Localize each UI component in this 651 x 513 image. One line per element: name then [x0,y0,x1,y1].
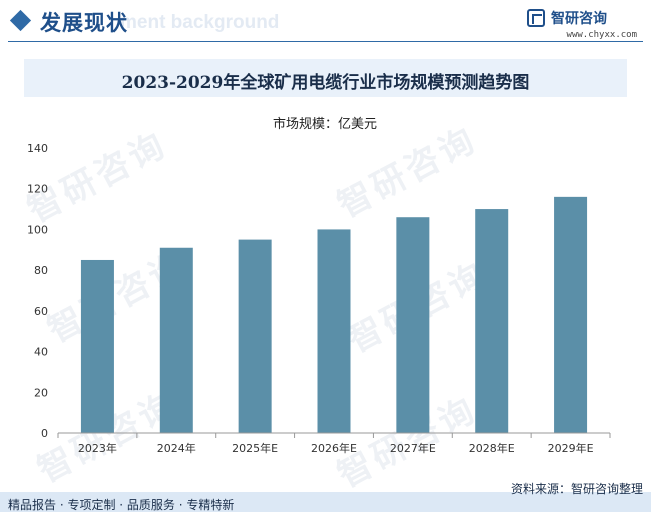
bar [554,196,588,433]
bar-chart: 市场规模：亿美元 0 20 40 60 80 100 120 140 2023年 2024年 20… [27,116,611,455]
bar [475,209,509,433]
x-tick-label: 2024年 [157,441,196,455]
y-tick-label: 120 [27,183,48,196]
chart-title-bar: 2023-2029年全球矿用电缆行业市场规模预测趋势图 [24,59,627,97]
x-tick-label: 2025年E [232,441,278,455]
footer: 资料来源：智研咨询整理 精品报告 · 专项定制 · 品质服务 · 专精特新 [0,478,651,512]
brand-name: 智研咨询 [551,11,607,27]
header-divider [8,41,643,42]
x-tick-label: 2029年E [548,441,594,455]
x-tick-label: 2026年E [311,441,357,455]
bar [80,259,114,433]
bar [317,229,351,433]
bar [396,217,430,433]
section-title: 发展现状 [40,11,128,35]
y-tick-label: 140 [27,142,48,155]
footer-slogan: 精品报告 · 专项定制 · 品质服务 · 专精特新 [8,498,235,512]
x-tick-label: 2023年 [78,441,117,455]
x-tick-label: 2028年E [469,441,515,455]
y-tick-label: 0 [41,427,48,440]
bar [238,239,272,433]
footer-bar [0,492,651,512]
y-tick-label: 100 [27,223,48,236]
brand: 智研咨询 www.chyxx.com [527,8,637,42]
header-ghost-text: ment background [120,12,280,33]
brand-url: www.chyxx.com [566,30,637,40]
x-tick-label: 2027年E [390,441,436,455]
y-tick-label: 60 [34,305,48,318]
section-header: ment background 发展现状 智研咨询 www.chyxx.com [0,0,651,46]
bar [159,247,193,433]
source-note: 资料来源：智研咨询整理 [510,482,643,496]
y-tick-label: 40 [34,346,48,359]
brand-logo-icon [527,9,545,27]
y-axis-label: 市场规模：亿美元 [273,116,377,132]
chart-title: 2023-2029年全球矿用电缆行业市场规模预测趋势图 [121,73,530,93]
y-tick-label: 80 [34,264,48,277]
y-tick-label: 20 [34,386,48,399]
diamond-icon [9,9,32,32]
